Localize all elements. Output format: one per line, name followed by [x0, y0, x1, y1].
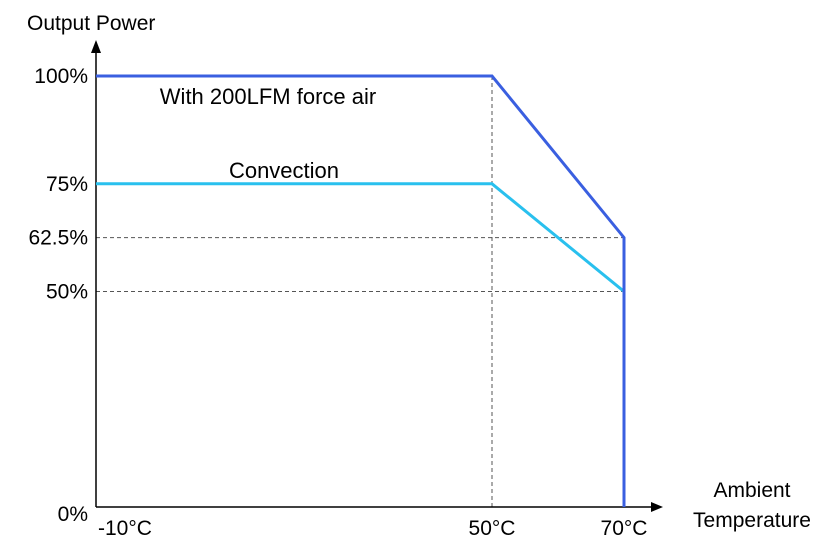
y-axis-arrow: [91, 40, 101, 53]
y-tick-label: 0%: [58, 503, 88, 526]
x-tick-label: 70°C: [601, 517, 648, 540]
y-tick-labels: 0% 50% 62.5% 75% 100%: [28, 65, 88, 526]
x-axis-title-line-2: Temperature: [693, 509, 811, 532]
series-label-convection: Convection: [229, 158, 339, 183]
x-axis-title-line-1: Ambient: [713, 479, 790, 502]
series-lines: [96, 74, 626, 507]
y-tick-label: 100%: [34, 65, 88, 88]
series-line-convection: [96, 182, 626, 507]
x-tick-label: -10°C: [98, 517, 152, 540]
axes: [91, 40, 663, 512]
x-axis-arrow: [651, 502, 663, 512]
x-tick-label: 50°C: [469, 517, 516, 540]
series-labels: With 200LFM force air Convection: [160, 84, 376, 183]
y-axis-title: Output Power: [27, 12, 155, 35]
guide-lines: [96, 76, 624, 507]
series-label-force-air: With 200LFM force air: [160, 84, 376, 109]
y-tick-label: 62.5%: [28, 227, 88, 250]
y-tick-label: 75%: [46, 173, 88, 196]
x-tick-labels: -10°C 50°C 70°C: [98, 517, 647, 540]
y-tick-label: 50%: [46, 281, 88, 304]
series-line-force-air: [96, 74, 626, 507]
